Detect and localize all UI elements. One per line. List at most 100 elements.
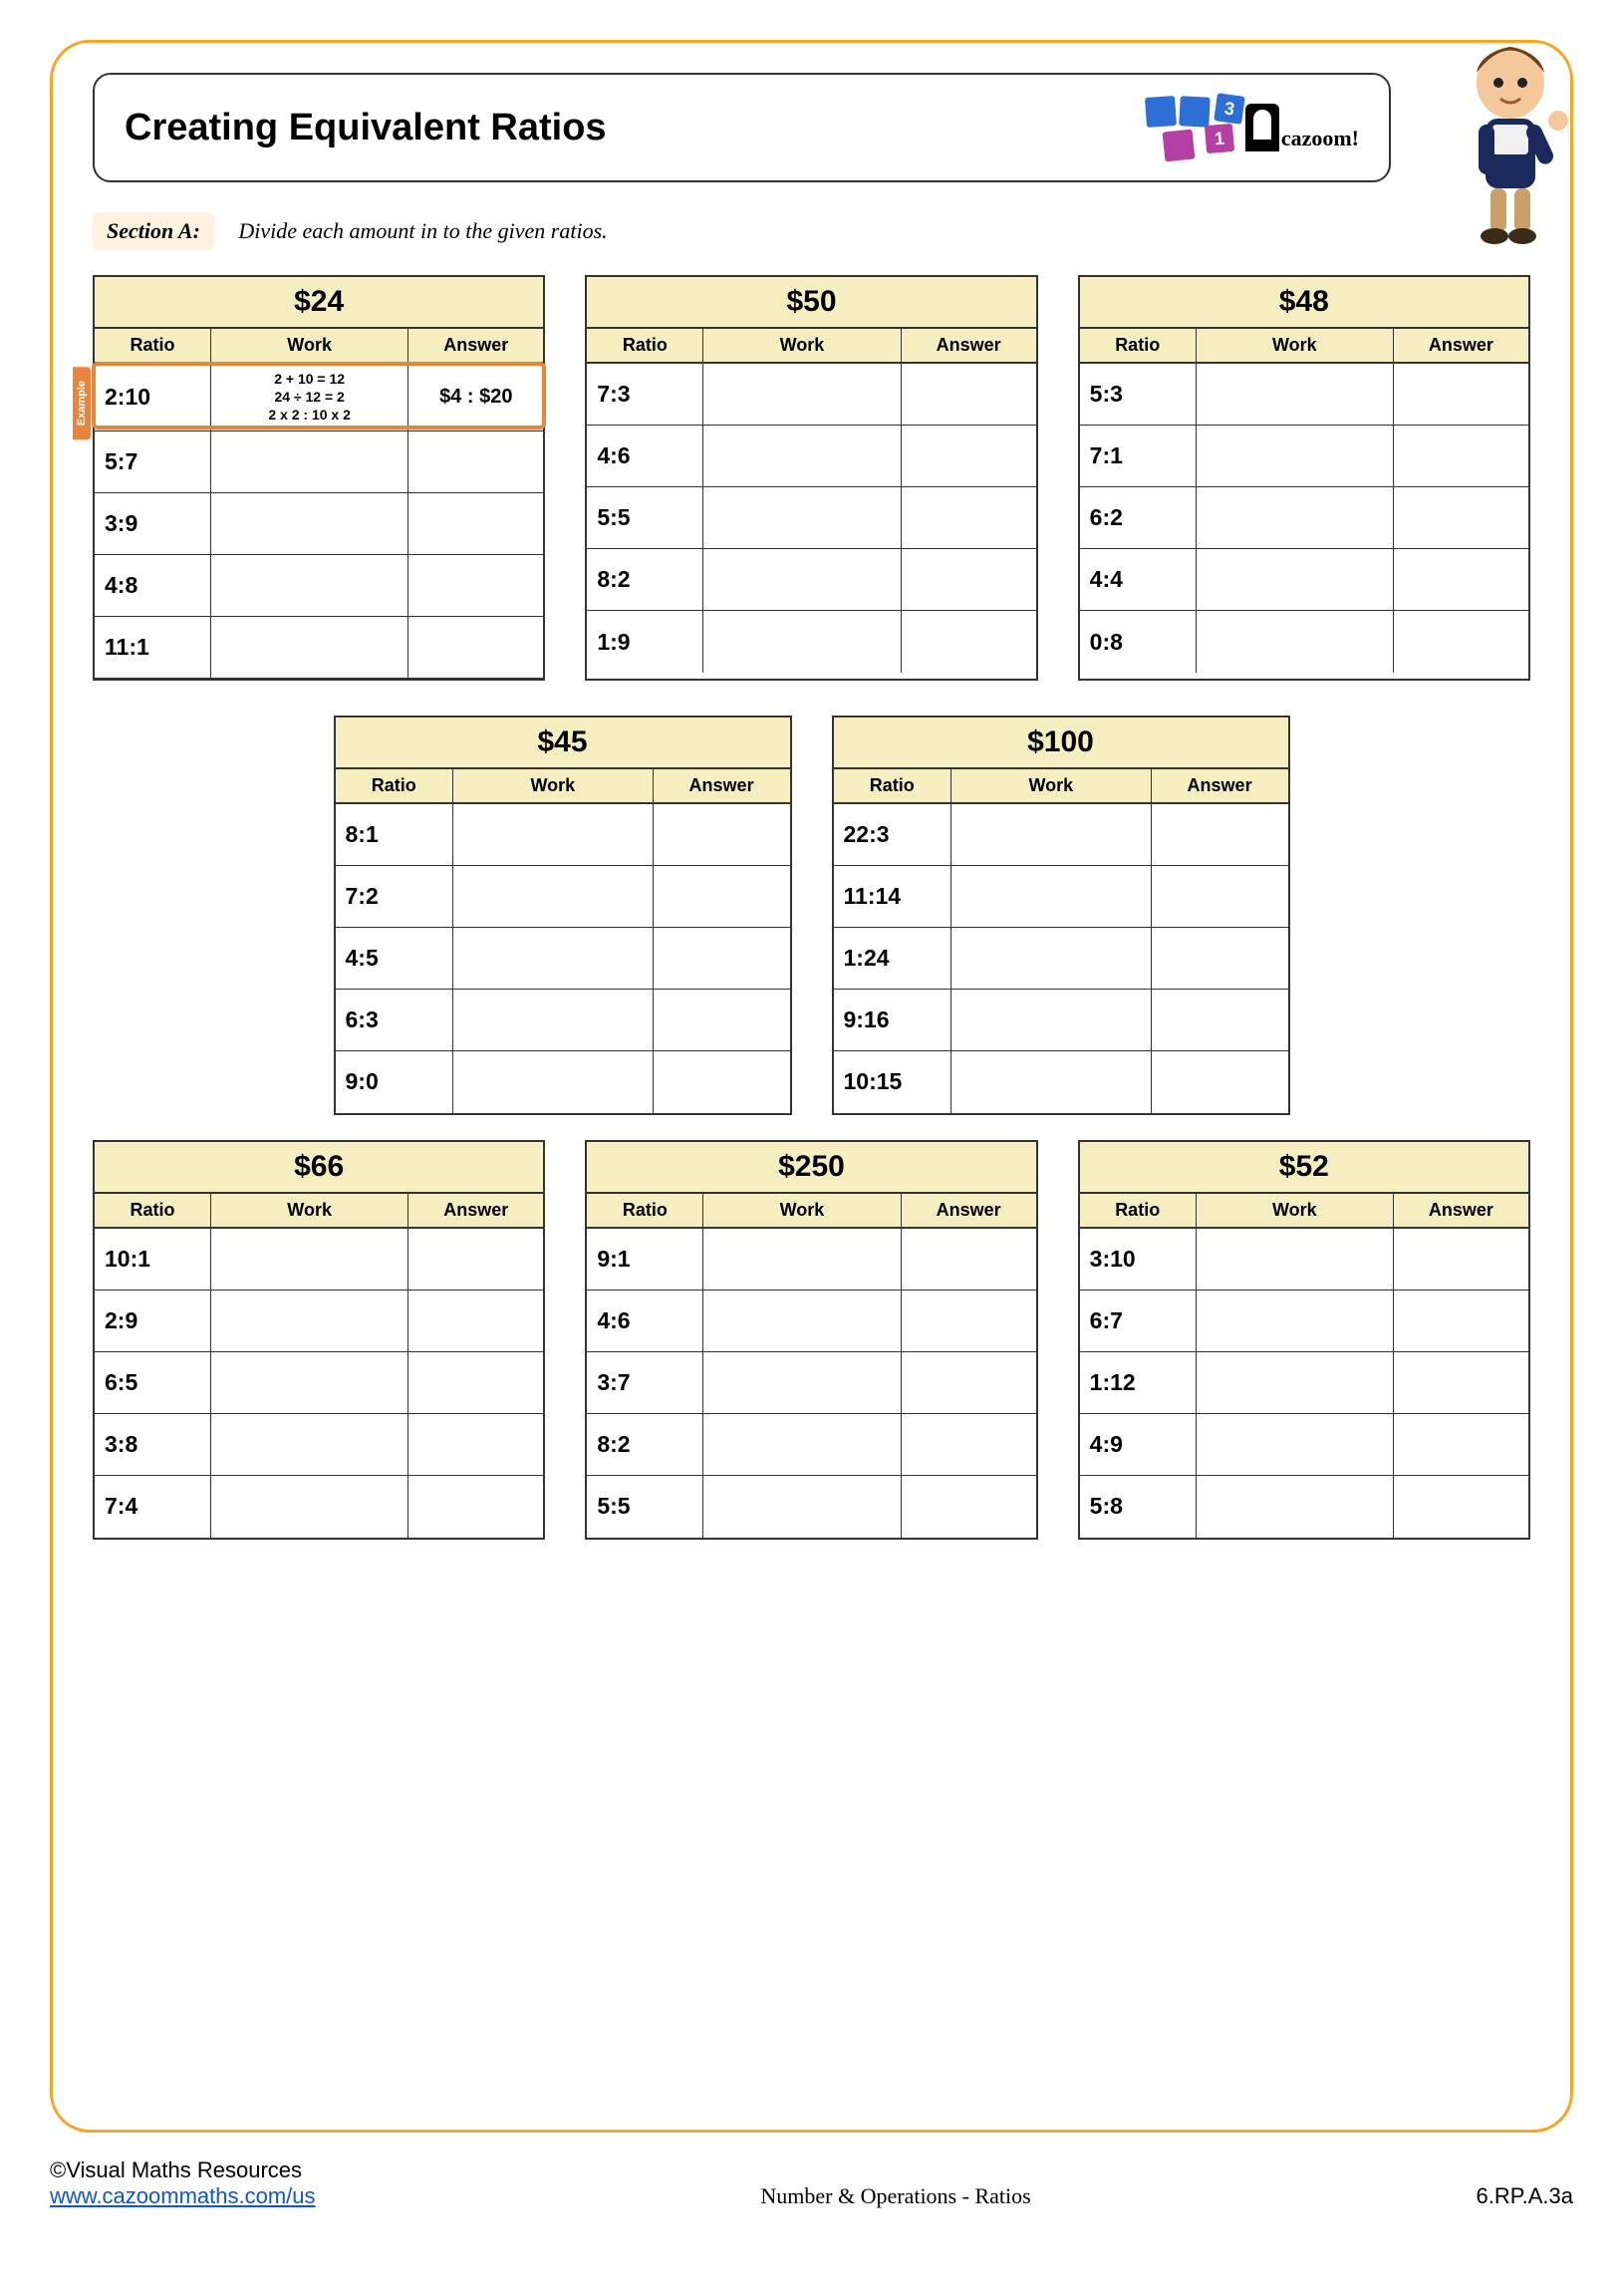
ratio-table: $24RatioWorkAnswer2:102 + 10 = 12 24 ÷ 1… [93, 275, 545, 681]
ratio-cell: 5:5 [587, 1476, 703, 1538]
footer-subject: Number & Operations - Ratios [760, 2183, 1030, 2209]
work-cell [1197, 1414, 1394, 1475]
ratio-cell: 11:1 [95, 617, 211, 678]
answer-cell [1152, 804, 1288, 865]
ratio-table: $100RatioWorkAnswer22:311:141:249:1610:1… [832, 716, 1290, 1115]
answer-cell [1394, 1352, 1528, 1413]
answer-cell [1152, 990, 1288, 1050]
answer-cell [408, 1229, 543, 1290]
col-answer: Answer [654, 769, 790, 802]
table-row: 1:12 [1080, 1352, 1528, 1414]
answer-cell [1394, 1414, 1528, 1475]
column-header-row: RatioWorkAnswer [336, 769, 790, 804]
table-row: 4:6 [587, 426, 1035, 487]
ratio-cell: 6:2 [1080, 487, 1197, 548]
work-cell [703, 549, 901, 610]
answer-cell [902, 549, 1036, 610]
ratio-cell: 9:16 [834, 990, 952, 1050]
amount-header: $66 [95, 1142, 543, 1194]
table-row: 1:9 [587, 611, 1035, 673]
ratio-cell: 8:2 [587, 1414, 703, 1475]
col-work: Work [1197, 329, 1394, 362]
answer-cell [408, 617, 543, 678]
table-row: 11:14 [834, 866, 1288, 928]
brand-logo: 3 1 cazoom! [1146, 93, 1359, 162]
col-work: Work [211, 1194, 408, 1227]
work-cell [703, 1229, 901, 1290]
table-row: 10:15 [834, 1051, 1288, 1113]
amount-header: $45 [336, 718, 790, 769]
work-cell [211, 431, 408, 492]
ratio-cell: 4:9 [1080, 1414, 1197, 1475]
work-cell [453, 928, 654, 989]
ratio-cell: 1:24 [834, 928, 952, 989]
ratio-cell: 5:3 [1080, 364, 1197, 425]
amount-header: $250 [587, 1142, 1035, 1194]
ratio-cell: 7:1 [1080, 426, 1197, 486]
work-cell [951, 804, 1152, 865]
answer-cell [408, 1476, 543, 1538]
ratio-table: $66RatioWorkAnswer10:12:96:53:87:4 [93, 1140, 545, 1540]
amount-header: $50 [587, 277, 1035, 329]
table-row: 6:7 [1080, 1291, 1528, 1352]
answer-cell [1152, 1051, 1288, 1113]
work-cell [1197, 549, 1394, 610]
table-row: 2:9 [95, 1291, 543, 1352]
table-row: 7:1 [1080, 426, 1528, 487]
ratio-cell: 5:5 [587, 487, 703, 548]
table-row: 3:8 [95, 1414, 543, 1476]
cazoom-logo: cazoom! [1245, 104, 1359, 151]
ratio-cell: 10:1 [95, 1229, 211, 1290]
page-footer: ©Visual Maths Resources www.cazoommaths.… [50, 2157, 1573, 2209]
ratio-cell: 7:3 [587, 364, 703, 425]
col-work: Work [453, 769, 654, 802]
col-answer: Answer [902, 1194, 1036, 1227]
table-row: 4:8 [95, 555, 543, 617]
answer-cell [408, 1352, 543, 1413]
col-answer: Answer [408, 1194, 543, 1227]
work-cell [211, 1229, 408, 1290]
column-header-row: RatioWorkAnswer [1080, 1194, 1528, 1229]
table-row: 6:3 [336, 990, 790, 1051]
table-row: 4:5 [336, 928, 790, 990]
table-row: 6:2 [1080, 487, 1528, 549]
ratio-table: $52RatioWorkAnswer3:106:71:124:95:8 [1078, 1140, 1530, 1540]
work-cell [703, 1291, 901, 1351]
ratio-table: $45RatioWorkAnswer8:17:24:56:39:0 [334, 716, 792, 1115]
answer-cell [902, 1229, 1036, 1290]
col-answer: Answer [408, 329, 543, 362]
title-header: Creating Equivalent Ratios 3 1 cazoom! [93, 73, 1391, 182]
work-cell [1197, 487, 1394, 548]
answer-cell [408, 1414, 543, 1475]
col-answer: Answer [1152, 769, 1288, 802]
ratio-table: $250RatioWorkAnswer9:14:63:78:25:5 [585, 1140, 1037, 1540]
col-answer: Answer [1394, 1194, 1528, 1227]
table-row: 22:3 [834, 804, 1288, 866]
work-cell [1197, 1476, 1394, 1538]
work-cell [951, 990, 1152, 1050]
source-link[interactable]: www.cazoommaths.com/us [50, 2183, 316, 2208]
amount-header: $48 [1080, 277, 1528, 329]
work-cell [703, 487, 901, 548]
col-ratio: Ratio [95, 1194, 211, 1227]
answer-cell [1394, 611, 1528, 673]
footer-standard: 6.RP.A.3a [1477, 2183, 1573, 2209]
amount-header: $100 [834, 718, 1288, 769]
col-work: Work [703, 329, 901, 362]
amount-header: $24 [95, 277, 543, 329]
answer-cell: $4 : $20 [408, 364, 543, 430]
table-row: 8:2 [587, 1414, 1035, 1476]
col-work: Work [703, 1194, 901, 1227]
work-cell [211, 1352, 408, 1413]
table-row: 5:5 [587, 1476, 1035, 1538]
ratio-cell: 9:1 [587, 1229, 703, 1290]
tables-row-2: $45RatioWorkAnswer8:17:24:56:39:0$100Rat… [93, 716, 1530, 1115]
ratio-cell: 5:8 [1080, 1476, 1197, 1538]
answer-cell [1152, 866, 1288, 927]
col-ratio: Ratio [95, 329, 211, 362]
work-cell [1197, 1352, 1394, 1413]
answer-cell [902, 1291, 1036, 1351]
ratio-table: $50RatioWorkAnswer7:34:65:58:21:9 [585, 275, 1037, 681]
ratio-cell: 0:8 [1080, 611, 1197, 673]
work-cell [703, 611, 901, 673]
